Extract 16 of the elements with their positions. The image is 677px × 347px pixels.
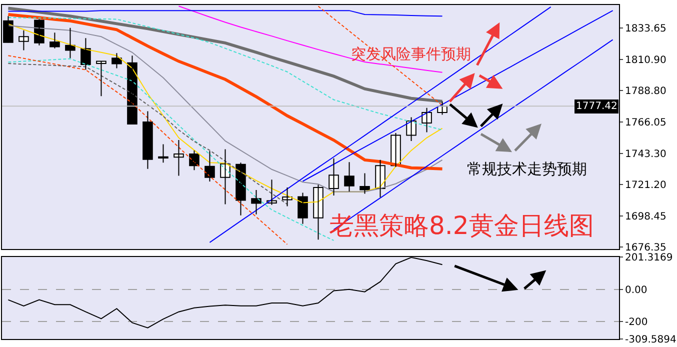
y-tick-label: 1788.80	[625, 86, 666, 97]
y-tick-label: 1833.65	[625, 23, 666, 34]
y-tick-label: 1721.20	[625, 180, 666, 191]
y-tick-label: 1743.30	[625, 149, 666, 160]
y-tick-label: -309.5894	[625, 334, 676, 346]
y-tick-label: 1698.45	[625, 212, 666, 223]
y-tick-label: 1810.90	[625, 54, 666, 66]
y-tick-label: 1766.05	[625, 117, 666, 128]
y-tick-label: -200	[625, 316, 648, 328]
y-tick-label: 201.3169	[625, 252, 673, 264]
annotation: 突发风险事件预期	[351, 45, 471, 63]
annotation: 常规技术走势预期	[467, 160, 587, 178]
text: 老黑策略8.2黄金日线图	[329, 211, 594, 240]
y-tick-label: 0.00	[625, 284, 648, 296]
y-tick-label: 1676.35	[625, 242, 666, 254]
ref-line-label: 1777.42	[576, 101, 618, 112]
